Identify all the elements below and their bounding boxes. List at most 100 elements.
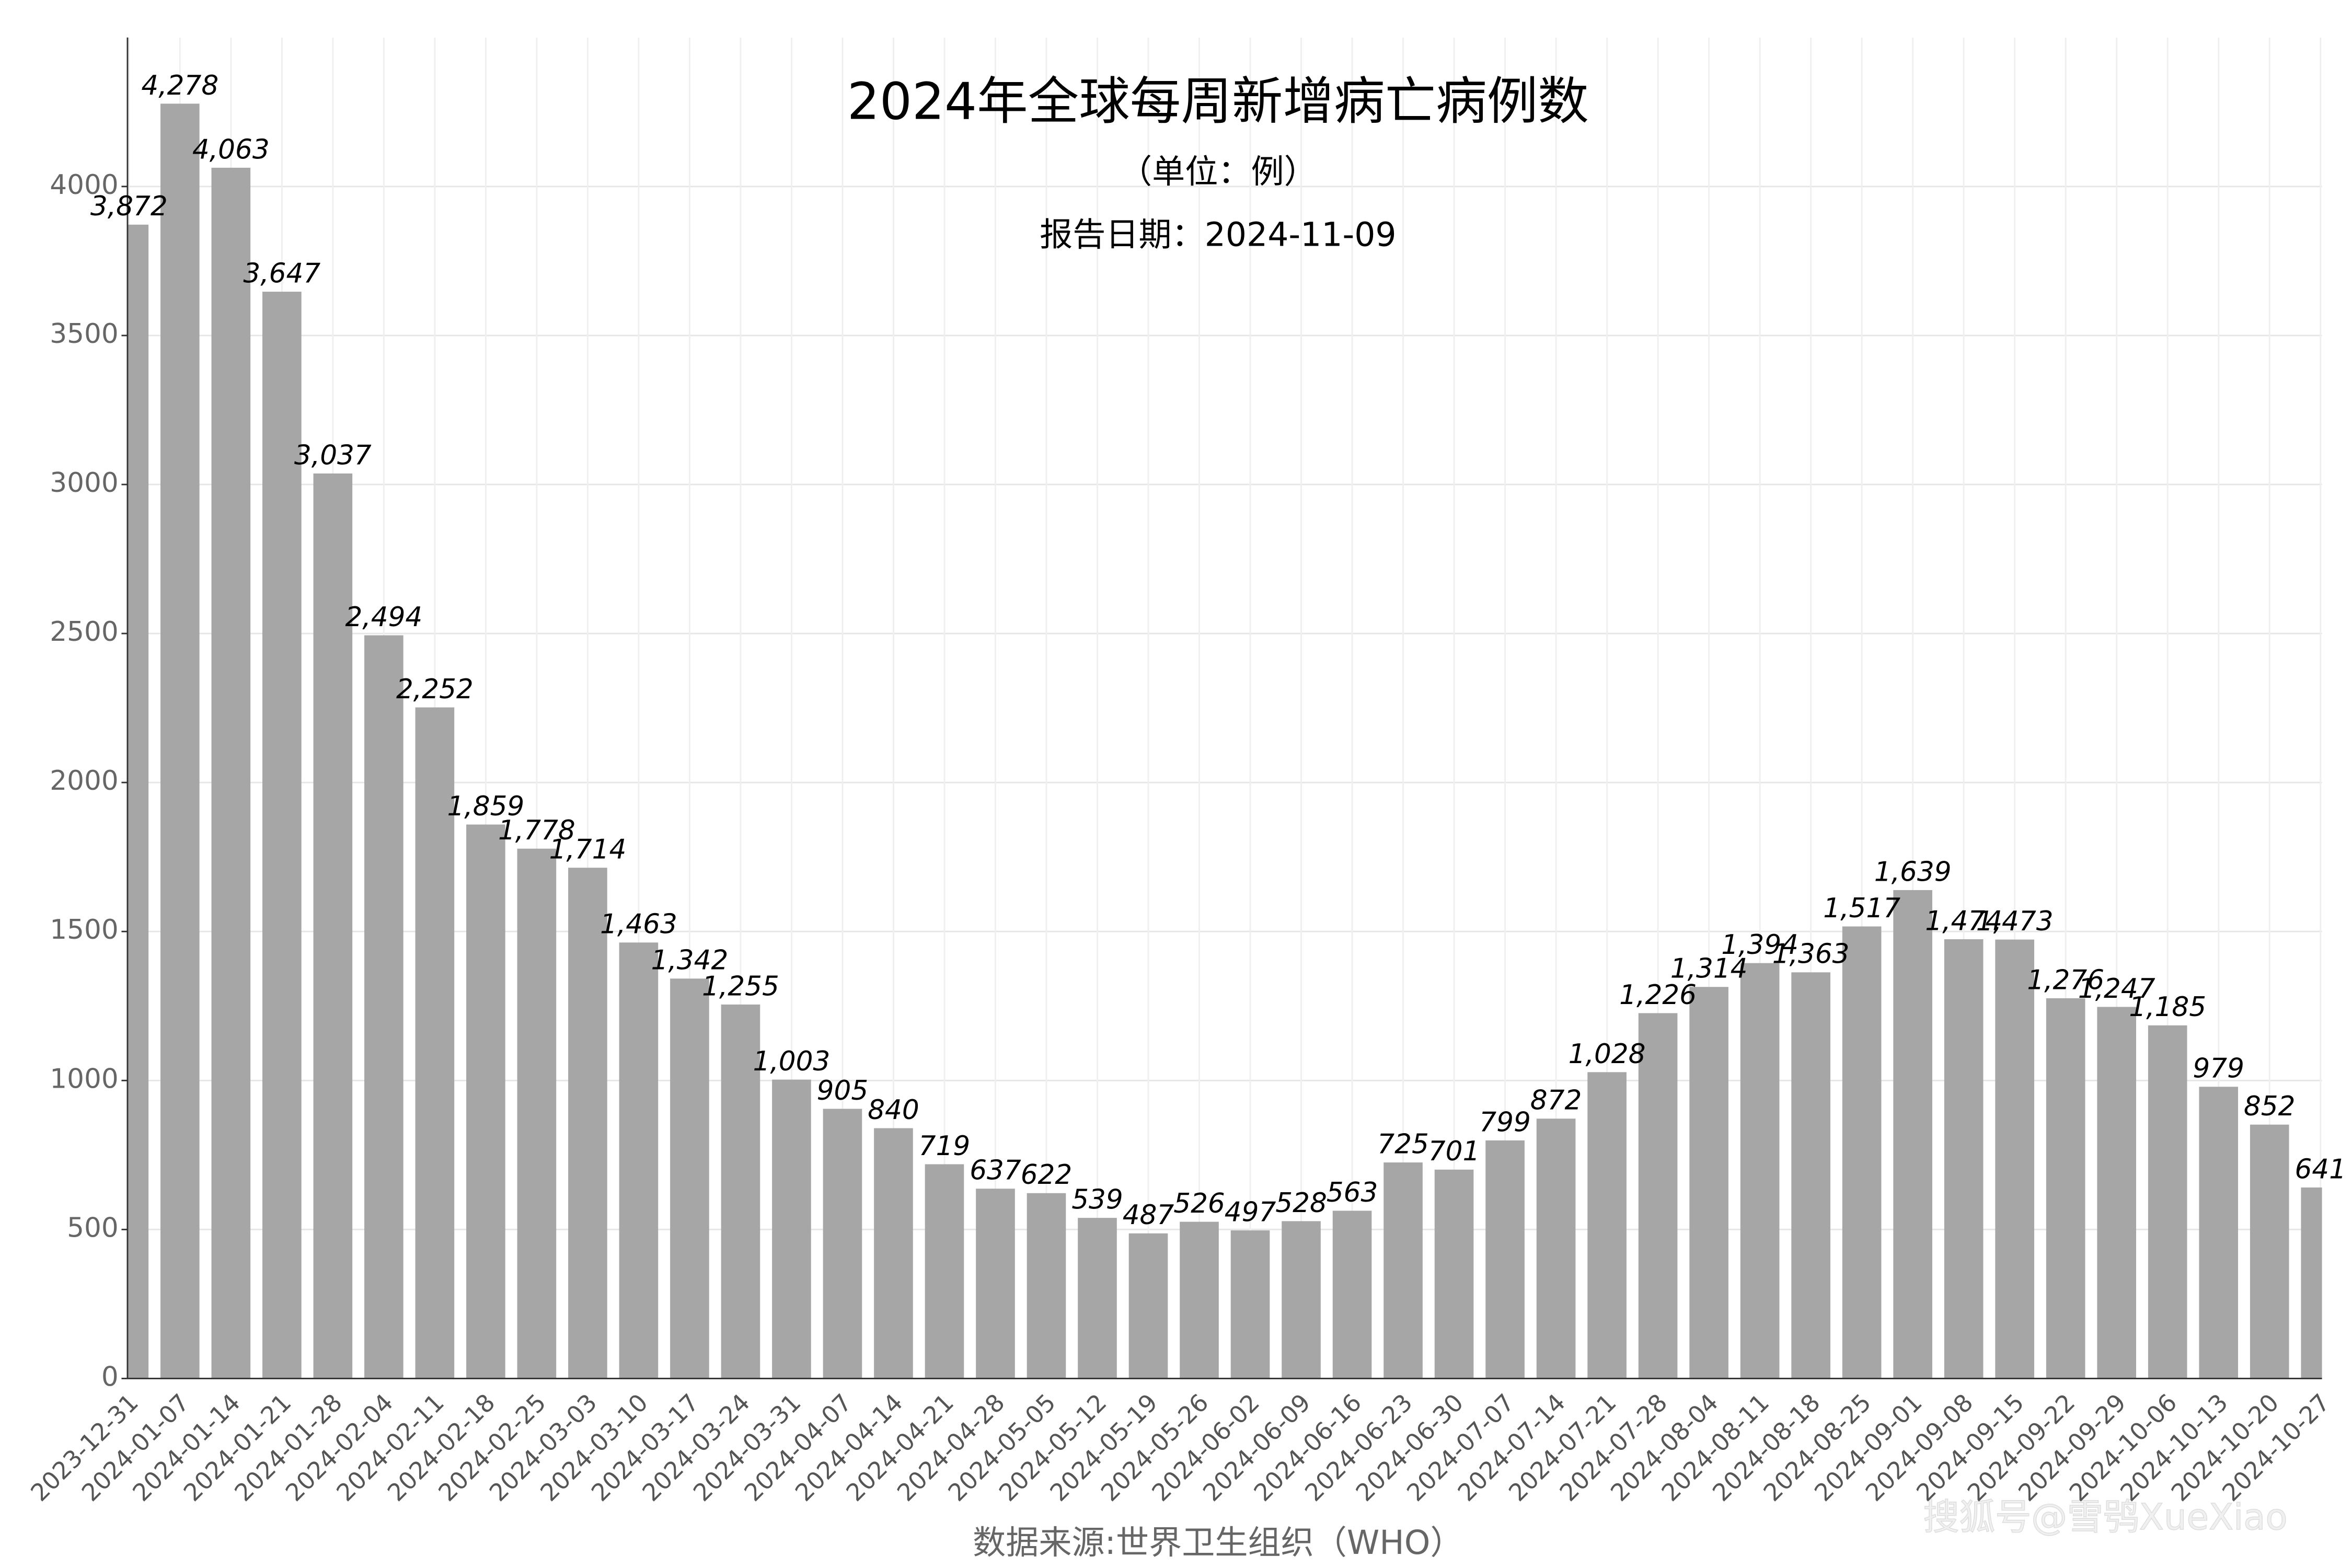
value-label: 1,859 [447,791,524,822]
bar [1027,1193,1066,1379]
value-label: 1,639 [1874,856,1952,887]
bar [976,1189,1015,1379]
bar [2148,1025,2187,1379]
chart-title: 2024年全球每周新增病亡病例数 [847,72,1589,132]
value-label: 526 [1173,1188,1225,1219]
value-label: 2,494 [345,602,422,633]
value-label: 3,872 [90,191,168,222]
chart-subtitle: （单位：例） [1119,152,1317,191]
value-label: 872 [1530,1085,1582,1116]
value-label: 1,714 [549,834,626,866]
value-label: 637 [970,1155,1021,1186]
value-label: 719 [919,1131,971,1162]
value-label: 725 [1377,1129,1429,1160]
value-label: 497 [1225,1197,1276,1228]
report-date: 报告日期：2024-11-09 [1040,215,1396,254]
value-label: 528 [1275,1187,1327,1219]
value-label: 1,314 [1670,953,1748,985]
value-label: 905 [817,1075,869,1106]
y-tick-label: 1500 [50,914,118,946]
value-label: 563 [1327,1177,1378,1208]
bar [1485,1140,1525,1379]
bar [670,978,709,1379]
bar [1689,987,1728,1379]
value-label: 4,278 [141,70,218,101]
bar [721,1004,760,1379]
bar [1128,1233,1168,1379]
bar [415,707,455,1379]
y-tick-label: 0 [101,1361,119,1392]
value-label: 1,473 [1976,906,2054,937]
bar [1282,1221,1321,1379]
value-label: 641 [2295,1154,2346,1185]
value-label: 1,474 [1925,905,2002,937]
bar [772,1079,811,1379]
bar [568,868,607,1379]
bar [1995,939,2034,1379]
value-label: 701 [1428,1136,1480,1167]
bar [364,635,403,1379]
bar [1944,939,1984,1379]
y-tick-label: 1000 [50,1063,118,1094]
y-tick-label: 500 [67,1212,119,1243]
bar [160,103,200,1379]
bar [466,824,505,1379]
bar [619,942,659,1379]
bar [1791,972,1830,1379]
value-label: 840 [868,1094,919,1126]
value-label: 1,394 [1721,929,1798,961]
bar [925,1164,964,1379]
bar [1180,1221,1219,1379]
value-label: 487 [1123,1200,1174,1231]
value-label: 1,276 [2027,964,2104,996]
bars [127,103,2322,1379]
value-label: 1,255 [702,971,779,1002]
bar [2097,1007,2137,1379]
value-label: 1,342 [651,945,728,976]
bar [2301,1187,2322,1379]
bar [874,1128,913,1379]
value-label: 1,363 [1772,939,1850,970]
bar [1332,1210,1372,1379]
value-label: 979 [2193,1053,2244,1085]
value-label: 1,517 [1823,893,1900,924]
value-label: 4,063 [192,134,270,165]
bar [2046,998,2085,1379]
bar [1740,963,1780,1379]
bar [313,473,353,1379]
value-label: 1,247 [2078,973,2155,1005]
bar [823,1109,862,1379]
value-label: 799 [1479,1106,1531,1138]
bar [1434,1169,1474,1379]
value-label: 2,252 [396,674,474,705]
bar [262,292,302,1379]
bar [1383,1162,1423,1379]
value-label: 1,463 [600,909,677,940]
value-label: 1,028 [1569,1039,1646,1070]
watermark: 搜狐号@雪鸮XueXiao [1923,1496,2288,1538]
bar [1230,1230,1270,1379]
value-label: 539 [1071,1184,1123,1216]
bar [1893,890,1932,1379]
value-label: 1,003 [753,1046,831,1077]
value-label: 1,226 [1619,979,1697,1011]
y-tick-label: 4000 [50,169,118,201]
bar [1078,1218,1117,1379]
bar [1587,1072,1627,1379]
y-tick-label: 3500 [50,318,118,350]
value-label: 1,778 [498,815,575,846]
bar [1536,1119,1576,1379]
value-label: 1,185 [2129,991,2206,1023]
value-label: 3,647 [243,258,320,290]
value-label: 3,037 [294,440,372,471]
bar [2199,1087,2239,1379]
source-note: 数据来源:世界卫生组织（WHO） [973,1523,1463,1562]
bar [2250,1124,2289,1379]
y-tick-label: 2000 [50,765,118,797]
value-label: 852 [2244,1091,2296,1122]
bar [517,848,557,1379]
bar [127,224,149,1379]
bar [1842,926,1882,1379]
